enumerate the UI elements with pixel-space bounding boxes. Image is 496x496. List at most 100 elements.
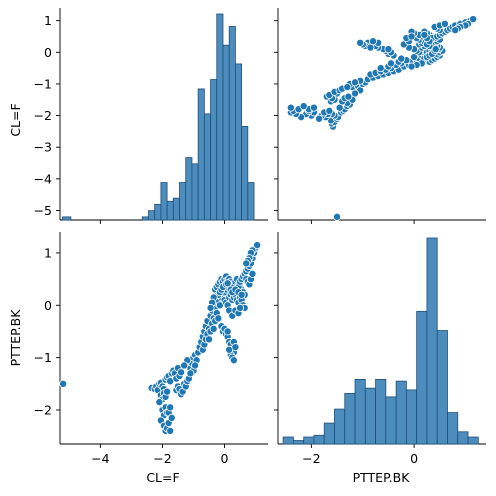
y-tick-label: 0	[44, 45, 52, 60]
scatter-point	[237, 290, 246, 299]
x-tick-label: −2	[153, 451, 171, 466]
histogram-bar	[416, 310, 428, 445]
scatter-point	[333, 212, 342, 221]
histogram-bar	[203, 113, 211, 221]
scatter-point	[242, 259, 251, 268]
scatter-point	[180, 361, 189, 370]
scatter-point	[206, 303, 215, 312]
histogram-bar	[148, 210, 156, 221]
histogram-bar	[197, 88, 205, 221]
histogram-bar	[210, 79, 218, 221]
histogram-bar	[62, 216, 72, 221]
scatter-point	[155, 398, 164, 407]
histogram-pttep-panel: −2 0	[274, 232, 486, 466]
scatter-point	[440, 19, 449, 28]
y-tick-label: −4	[34, 171, 52, 186]
scatter-point	[299, 102, 308, 111]
scatter-point	[253, 241, 262, 250]
scatter-point	[369, 37, 378, 46]
scatter-point	[223, 327, 232, 336]
histogram-bar	[334, 408, 346, 445]
histogram-bar	[141, 216, 149, 221]
histogram-bar	[447, 412, 459, 445]
scatter-point	[397, 54, 406, 63]
scatter-point	[59, 379, 68, 388]
histogram-bar	[293, 440, 305, 445]
scatter-point	[315, 114, 324, 123]
y-tick-label: −1	[34, 76, 52, 91]
y-tick-label: −5	[34, 203, 52, 218]
histogram-bar	[344, 392, 356, 445]
scatter-point	[177, 368, 186, 377]
histogram-bar	[179, 182, 187, 221]
scatter-point	[163, 387, 172, 396]
scatter-point	[209, 324, 218, 333]
histogram-bar	[395, 380, 407, 445]
histogram-bar	[154, 203, 162, 221]
histogram-cl-f-panel: −5 −4 −3 −2 −1 0 1	[34, 8, 268, 224]
scatter-point	[356, 38, 365, 47]
y-tick-label: −1	[34, 350, 52, 365]
y-tick-label: 0	[44, 298, 52, 313]
scatter-point	[469, 15, 478, 24]
y-tick-label: −3	[34, 140, 52, 155]
scatter-point	[407, 62, 416, 71]
scatter-point	[214, 314, 223, 323]
scatter-point	[386, 59, 395, 68]
scatter-point	[166, 426, 175, 435]
histogram-bar	[160, 182, 168, 221]
histogram-bar	[385, 396, 397, 445]
histogram-bar	[375, 379, 387, 445]
scatter-point	[431, 45, 440, 54]
scatter-point	[343, 83, 352, 92]
histogram-bar	[457, 431, 469, 445]
histogram-bar	[222, 44, 230, 221]
histogram-bar	[323, 422, 335, 445]
histogram-bar	[313, 434, 325, 445]
x-tick-label: 0	[221, 451, 229, 466]
scatter-point	[229, 356, 238, 365]
x-tick-label: 0	[410, 451, 418, 466]
scatter-point	[384, 45, 393, 54]
x-axis-label-pttep: PTTEP.BK	[353, 470, 411, 485]
histogram-bar	[303, 436, 315, 445]
histogram-bar	[282, 436, 294, 445]
scatter-point	[351, 89, 360, 98]
histogram-bar	[354, 379, 366, 445]
histogram-bar	[241, 125, 249, 221]
scatter-cl-vs-pttep-panel: −2 −1 0 1 −4 −2 0	[34, 232, 268, 466]
y-tick-label: −2	[34, 402, 52, 417]
scatter-point	[376, 64, 385, 73]
scatter-point	[231, 343, 240, 352]
scatter-point	[166, 403, 175, 412]
histogram-bar	[436, 330, 448, 445]
scatter-point	[286, 103, 295, 112]
histogram-bar	[467, 436, 479, 445]
histogram-bar	[172, 197, 180, 221]
scatter-point	[451, 26, 460, 35]
scatter-point	[309, 103, 318, 112]
scatter-point	[351, 78, 360, 87]
scatter-point	[205, 335, 214, 344]
histogram-bar	[228, 26, 236, 221]
y-tick-label: 1	[44, 245, 52, 260]
scatter-point	[344, 92, 353, 101]
y-tick-label: −2	[34, 108, 52, 123]
histogram-bar	[216, 13, 224, 221]
histogram-bar	[191, 163, 199, 221]
x-tick-label: −2	[302, 451, 320, 466]
scatter-point	[186, 369, 195, 378]
x-tick-label: −4	[91, 451, 109, 466]
histogram-bar	[426, 237, 438, 445]
scatter-point	[236, 303, 245, 312]
scatter-point	[325, 106, 334, 115]
histogram-bar	[364, 387, 376, 445]
y-tick-label: 1	[44, 13, 52, 28]
y-axis-label-cl-f: CL=F	[8, 103, 23, 136]
histogram-bar	[166, 200, 174, 221]
scatter-point	[191, 361, 200, 370]
scatter-pttep-vs-cl-panel	[274, 8, 486, 224]
scatter-point	[223, 279, 232, 288]
scatter-point	[407, 32, 416, 41]
